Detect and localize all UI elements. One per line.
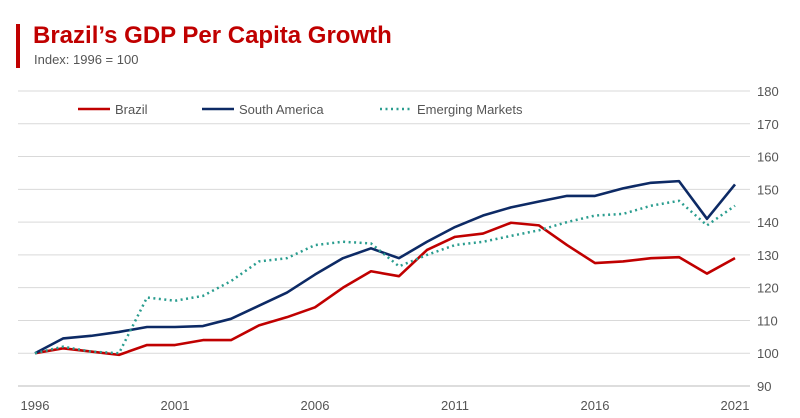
chart-subtitle: Index: 1996 = 100 [34,52,139,67]
y-tick-label: 180 [757,84,779,99]
x-tick-label: 2016 [581,398,610,413]
legend-label: South America [239,102,324,117]
x-tick-label: 2021 [721,398,750,413]
x-tick-label: 2011 [441,398,469,413]
y-tick-label: 150 [757,182,779,197]
series-line-brazil [34,221,736,357]
series-line-emerging-markets [34,199,736,355]
y-tick-label: 120 [757,281,779,296]
y-tick-label: 110 [757,313,778,328]
y-tick-label: 160 [757,150,779,165]
y-tick-label: 140 [757,215,779,230]
x-tick-label: 1996 [21,398,50,413]
title-accent-bar [16,24,20,68]
y-tick-label: 170 [757,117,779,132]
x-tick-label: 2006 [301,398,330,413]
legend-label: Emerging Markets [417,102,523,117]
legend-label: Brazil [115,102,148,117]
y-tick-label: 90 [757,379,771,394]
series-line-south-america [34,179,737,355]
chart-title: Brazil’s GDP Per Capita Growth [33,22,392,49]
y-tick-label: 130 [757,248,779,263]
x-tick-label: 2001 [161,398,190,413]
y-tick-label: 100 [757,346,779,361]
